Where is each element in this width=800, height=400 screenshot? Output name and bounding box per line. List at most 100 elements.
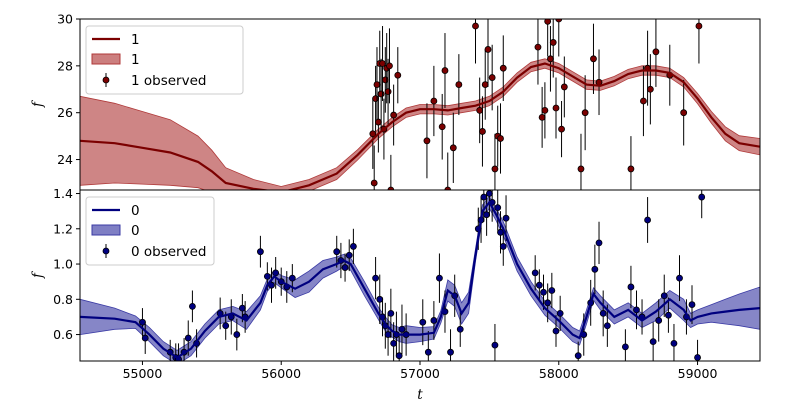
observed-point: [387, 186, 395, 190]
y-axis-label-top: f: [30, 100, 46, 108]
observed-point: [372, 95, 379, 103]
observed-point: [419, 318, 427, 326]
legend-top: 1 1 1 observed: [85, 25, 244, 95]
observed-point: [502, 214, 510, 222]
observed-point: [590, 55, 597, 63]
observed-point: [698, 193, 706, 201]
observed-point: [485, 190, 493, 197]
observed-point: [333, 248, 341, 256]
observed-point: [384, 88, 392, 96]
legend-band-label-top: 1: [131, 52, 140, 68]
x-ticks: 55000 56000 57000 58000 59000: [123, 361, 718, 381]
mean-line-1: [80, 62, 760, 190]
observed-point: [488, 74, 496, 81]
observed-point: [394, 71, 402, 79]
observed-point: [595, 78, 603, 86]
panel-top: 24 26 28 30 f 1 1 1 observed: [30, 12, 761, 191]
legend-points-label-bottom: 0 observed: [131, 244, 206, 260]
x-tick-label: 58000: [539, 366, 579, 381]
plot-area-bottom: [80, 190, 760, 361]
observed-points-0: [139, 190, 706, 361]
observed-point: [603, 322, 611, 330]
legend-band-swatch-top: [91, 53, 121, 65]
observed-point: [390, 339, 398, 347]
y-tick-label: 1.0: [53, 257, 73, 272]
legend-bottom: 0 0 0 observed: [85, 196, 215, 266]
observed-point: [621, 343, 629, 351]
observed-point: [481, 81, 489, 88]
observed-point: [376, 295, 384, 303]
observed-point: [655, 317, 663, 324]
observed-point: [547, 55, 554, 63]
observed-point: [627, 165, 635, 173]
observed-point: [263, 272, 271, 280]
y-tick-label: 28: [57, 58, 73, 73]
observed-point: [538, 113, 546, 121]
y-tick-label: 24: [57, 152, 73, 167]
observed-point: [555, 19, 563, 23]
legend-point-swatch-top: [102, 76, 110, 84]
observed-point: [577, 165, 585, 173]
observed-point: [386, 62, 393, 70]
observed-point: [548, 287, 556, 294]
observed-point: [288, 274, 296, 282]
observed-point: [483, 211, 491, 219]
observed-point: [491, 165, 499, 173]
x-tick-label: 59000: [678, 366, 718, 381]
x-tick-label: 57000: [400, 366, 440, 381]
observed-point: [423, 137, 431, 145]
observed-point: [381, 76, 389, 84]
observed-point: [640, 97, 647, 105]
observed-point: [497, 135, 504, 142]
legend-line-label-top: 1: [131, 32, 140, 48]
observed-point: [441, 67, 449, 74]
mean-line-0: [80, 200, 760, 359]
x-tick-label: 56000: [261, 366, 301, 381]
y-tick-label: 1.2: [53, 221, 73, 236]
observed-point: [534, 43, 542, 51]
observed-point: [184, 334, 192, 342]
observed-point: [373, 81, 381, 88]
observed-point: [544, 299, 552, 307]
observed-point: [633, 306, 640, 314]
y-axis-label-bottom: f: [30, 271, 46, 279]
observed-point: [535, 281, 543, 289]
plot-area-top: [80, 19, 760, 190]
observed-point: [695, 22, 703, 30]
observed-point: [540, 288, 547, 296]
observed-point: [430, 317, 438, 324]
x-axis-label: t: [417, 387, 423, 400]
observed-point: [549, 39, 557, 46]
observed-point: [484, 46, 492, 53]
observed-point: [581, 109, 589, 117]
observed-point: [665, 311, 672, 319]
observed-point: [480, 193, 488, 201]
observed-point: [531, 269, 539, 277]
legend-band-label-bottom: 0: [131, 223, 140, 239]
observed-point: [652, 48, 660, 56]
y-ticks-top: 24 26 28 30: [57, 12, 80, 167]
y-tick-label: 26: [57, 105, 73, 120]
observed-point: [374, 118, 382, 126]
observed-point: [233, 331, 241, 338]
observed-point: [349, 243, 357, 250]
observed-point: [257, 248, 264, 256]
observed-point: [377, 90, 385, 98]
observed-point: [494, 204, 502, 212]
observed-point: [574, 352, 582, 360]
observed-point: [384, 331, 392, 338]
observed-point: [139, 318, 146, 326]
observed-point: [649, 338, 657, 346]
legend-box-bottom: [85, 196, 215, 266]
legend-box-top: [85, 25, 244, 95]
legend-line-label-bottom: 0: [131, 203, 140, 219]
y-tick-label: 30: [57, 12, 73, 27]
observed-point: [456, 325, 464, 333]
observed-point: [222, 322, 230, 330]
legend-points-label-top: 1 observed: [131, 73, 206, 89]
observed-point: [424, 348, 432, 356]
observed-point: [676, 274, 683, 282]
y-ticks-bottom: 0.6 0.8 1.0 1.2 1.4: [53, 186, 80, 342]
legend-point-swatch-bottom: [102, 247, 110, 255]
observed-point: [345, 251, 353, 259]
